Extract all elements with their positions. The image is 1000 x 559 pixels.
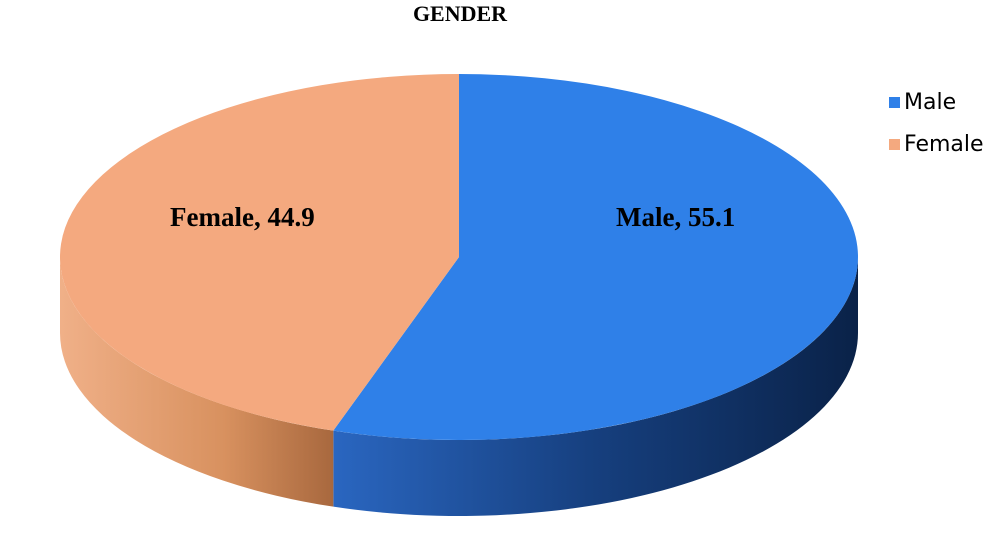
slice-side <box>333 257 858 516</box>
slice <box>333 74 859 440</box>
data-label: Female, 44.9 <box>170 202 315 232</box>
slice-side <box>60 257 334 507</box>
legend-label: Female <box>904 132 984 157</box>
data-label: Male, 55.1 <box>616 202 735 232</box>
slice <box>59 74 459 431</box>
legend-swatch <box>889 97 900 108</box>
legend-swatch <box>889 139 900 150</box>
chart-title: GENDER <box>413 1 508 26</box>
legend-label: Male <box>904 90 956 115</box>
